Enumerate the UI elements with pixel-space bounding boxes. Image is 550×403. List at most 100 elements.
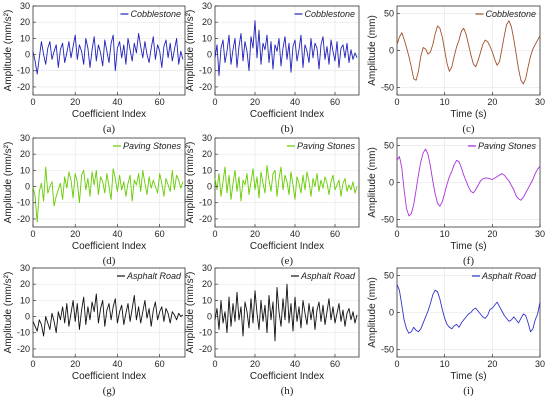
legend: Asphalt Road bbox=[116, 271, 182, 281]
x-tick-label: 20 bbox=[487, 359, 497, 369]
y-tick-label: 50 bbox=[384, 270, 394, 280]
plot-frame bbox=[214, 267, 360, 358]
legend: Cobblestone bbox=[294, 9, 355, 19]
y-tick-label: 0 bbox=[389, 46, 394, 56]
x-tick-label: 30 bbox=[535, 229, 545, 239]
y-tick-label: 0 bbox=[207, 312, 212, 322]
series-line-e bbox=[214, 165, 358, 202]
y-tick-label: -20 bbox=[199, 82, 212, 92]
y-tick-label: 0 bbox=[389, 178, 394, 188]
y-tick-label: 20 bbox=[202, 279, 212, 289]
y-tick-label: 30 bbox=[202, 263, 212, 273]
y-tick-label: -50 bbox=[381, 215, 394, 225]
y-tick-label: -20 bbox=[17, 214, 30, 224]
panel-caption: (d) bbox=[103, 255, 116, 267]
series-line-i bbox=[396, 284, 541, 334]
panel-caption: (h) bbox=[281, 385, 294, 397]
legend: Cobblestone bbox=[120, 9, 181, 19]
x-tick-label: 0 bbox=[394, 97, 399, 107]
y-tick-label: 30 bbox=[20, 263, 30, 273]
panel-caption: (c) bbox=[462, 123, 475, 135]
x-tick-label: 20 bbox=[250, 359, 260, 369]
legend-label: Paving Stones bbox=[478, 141, 537, 151]
panel-d: 0 20 40 60 -20 -10 0 10 20 30 Coefficient Index Amp… bbox=[3, 133, 186, 267]
x-axis-label: Time (s) bbox=[450, 109, 486, 120]
y-axis-label: Amplitude (mm) bbox=[367, 147, 378, 218]
x-tick-label: 40 bbox=[290, 359, 300, 369]
x-tick-label: 20 bbox=[70, 229, 80, 239]
panel-caption: (i) bbox=[463, 385, 474, 397]
y-tick-label: -10 bbox=[17, 328, 30, 338]
x-axis-label: Time (s) bbox=[450, 241, 486, 252]
x-tick-label: 40 bbox=[290, 97, 300, 107]
x-tick-label: 10 bbox=[440, 229, 450, 239]
y-axis-label: Amplitude (mm/s²) bbox=[3, 142, 14, 224]
y-tick-label: -20 bbox=[199, 214, 212, 224]
legend-label: Cobblestone bbox=[304, 9, 355, 19]
panel-g: 0 20 40 60 -20 -10 0 10 20 30 Coefficient Index Amp… bbox=[3, 263, 186, 397]
y-tick-label: 50 bbox=[384, 8, 394, 18]
plot-frame bbox=[32, 5, 186, 96]
y-tick-label: 10 bbox=[202, 33, 212, 43]
y-tick-label: 30 bbox=[202, 1, 212, 11]
x-tick-label: 60 bbox=[330, 97, 340, 107]
legend: Asphalt Road bbox=[290, 271, 356, 281]
y-tick-label: 50 bbox=[384, 140, 394, 150]
plot-frame bbox=[32, 267, 186, 358]
y-tick-label: -10 bbox=[17, 66, 30, 76]
x-tick-label: 0 bbox=[212, 229, 217, 239]
y-tick-label: 30 bbox=[202, 133, 212, 143]
x-axis-label: Coefficient Index bbox=[72, 371, 146, 382]
y-tick-label: -50 bbox=[381, 83, 394, 93]
x-tick-label: 40 bbox=[112, 97, 122, 107]
panel-b: 0 20 40 60 -20 -10 0 10 20 30 Coefficient Index Amp… bbox=[185, 1, 360, 135]
legend: Paving Stones bbox=[467, 141, 537, 151]
x-tick-label: 20 bbox=[70, 359, 80, 369]
series-line-g bbox=[32, 293, 184, 337]
x-axis-label: Time (s) bbox=[450, 371, 486, 382]
plot-frame bbox=[32, 137, 186, 228]
x-tick-label: 20 bbox=[487, 97, 497, 107]
y-tick-label: -10 bbox=[199, 328, 212, 338]
x-tick-label: 60 bbox=[330, 229, 340, 239]
legend-label: Cobblestone bbox=[485, 9, 536, 19]
series-line-d bbox=[32, 166, 184, 223]
y-tick-label: 10 bbox=[20, 33, 30, 43]
panel-caption: (a) bbox=[103, 123, 116, 135]
y-axis-label: Amplitude (mm/s²) bbox=[3, 272, 14, 354]
x-tick-label: 60 bbox=[155, 359, 165, 369]
y-tick-label: 10 bbox=[20, 165, 30, 175]
x-tick-label: 40 bbox=[112, 229, 122, 239]
y-tick-label: 0 bbox=[25, 182, 30, 192]
x-tick-label: 60 bbox=[155, 229, 165, 239]
legend: Asphalt Road bbox=[471, 271, 537, 281]
y-tick-label: -20 bbox=[17, 344, 30, 354]
panel-e: 0 20 40 60 -20 -10 0 10 20 30 Coefficient Index Amp… bbox=[185, 133, 360, 267]
y-axis-label: Amplitude (mm/s²) bbox=[3, 10, 14, 92]
panel-a: 0 20 40 60 -20 -10 0 10 20 30 Coefficient Index Amp… bbox=[3, 1, 186, 135]
series-line-a bbox=[32, 33, 184, 75]
plot-frame bbox=[214, 137, 360, 228]
y-tick-label: 30 bbox=[20, 1, 30, 11]
x-tick-label: 10 bbox=[440, 97, 450, 107]
y-axis-label: Amplitude (mm/s²) bbox=[185, 142, 196, 224]
x-axis-label: Coefficient Index bbox=[72, 109, 146, 120]
y-axis-label: Amplitude (mm) bbox=[367, 277, 378, 348]
y-axis-label: Amplitude (mm/s²) bbox=[185, 10, 196, 92]
y-tick-label: 10 bbox=[202, 295, 212, 305]
legend-label: Paving Stones bbox=[123, 141, 182, 151]
x-axis-label: Coefficient Index bbox=[250, 371, 324, 382]
y-tick-label: 0 bbox=[207, 182, 212, 192]
y-tick-label: -20 bbox=[199, 344, 212, 354]
legend-label: Cobblestone bbox=[130, 9, 181, 19]
y-tick-label: 20 bbox=[20, 149, 30, 159]
x-tick-label: 40 bbox=[290, 229, 300, 239]
y-tick-label: -50 bbox=[381, 345, 394, 355]
x-tick-label: 0 bbox=[394, 359, 399, 369]
series-line-c bbox=[396, 20, 541, 85]
panel-caption: (e) bbox=[281, 255, 294, 267]
panel-h: 0 20 40 60 -20 -10 0 10 20 30 Coefficient Index Amp… bbox=[185, 263, 360, 397]
panel-caption: (g) bbox=[103, 385, 116, 397]
